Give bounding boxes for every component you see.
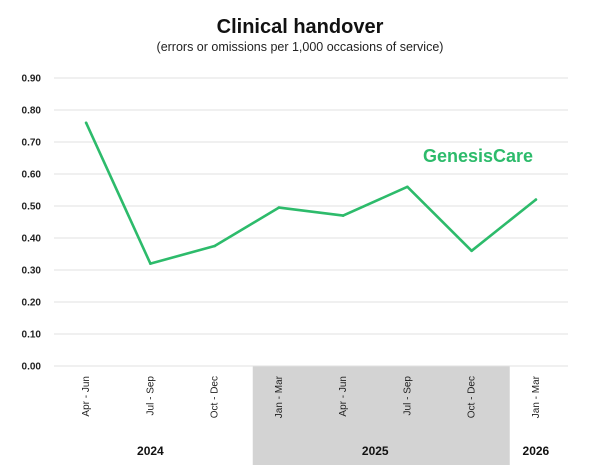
x-tick-label: Apr - Jun	[338, 376, 349, 417]
year-shading-layer	[252, 366, 510, 465]
chart-title: Clinical handover	[217, 16, 384, 38]
data-point	[213, 244, 216, 248]
data-point	[149, 262, 152, 265]
y-tick-label: 0.20	[22, 298, 42, 309]
y-tick-label: 0.00	[22, 362, 42, 373]
data-point	[84, 121, 88, 125]
data-point	[406, 185, 409, 189]
data-point	[534, 198, 538, 201]
year-label-2025: 2025	[362, 444, 389, 458]
y-axis-ticks: 0.00 0.10 0.20 0.30 0.40 0.50 0.60 0.70 0.80 0.90	[22, 74, 42, 373]
x-tick-label: Apr - Jun	[81, 376, 92, 417]
year-labels: 2024 2025 2026	[137, 444, 550, 458]
x-tick-label: Oct - Dec	[467, 376, 478, 418]
series-layer	[84, 121, 538, 265]
data-point	[277, 206, 281, 209]
year-label-2026: 2026	[523, 444, 550, 458]
y-tick-label: 0.30	[22, 266, 42, 277]
y-tick-label: 0.90	[22, 74, 42, 85]
x-tick-label: Jul - Sep	[145, 376, 156, 416]
x-tick-label: Oct - Dec	[210, 376, 221, 418]
y-tick-label: 0.50	[22, 202, 42, 213]
y-tick-label: 0.70	[22, 138, 42, 149]
x-axis-ticks: Apr - Jun Jul - Sep Oct - Dec Jan - Mar Apr …	[81, 375, 542, 418]
brand-logo: GenesisCare	[423, 146, 533, 166]
y-tick-label: 0.10	[22, 330, 42, 341]
year-label-2024: 2024	[137, 444, 164, 458]
y-tick-label: 0.40	[22, 234, 42, 245]
series-line	[84, 121, 538, 265]
x-tick-label: Jan - Mar	[274, 375, 285, 418]
year-shade-2025	[252, 366, 510, 465]
y-tick-label: 0.80	[22, 106, 42, 117]
x-tick-label: Jul - Sep	[402, 376, 413, 416]
y-tick-label: 0.60	[22, 170, 42, 181]
data-point	[470, 249, 473, 253]
chart-subtitle: (errors or omissions per 1,000 occasions…	[157, 40, 444, 54]
data-point	[341, 214, 345, 217]
x-tick-label: Jan - Mar	[531, 375, 542, 418]
